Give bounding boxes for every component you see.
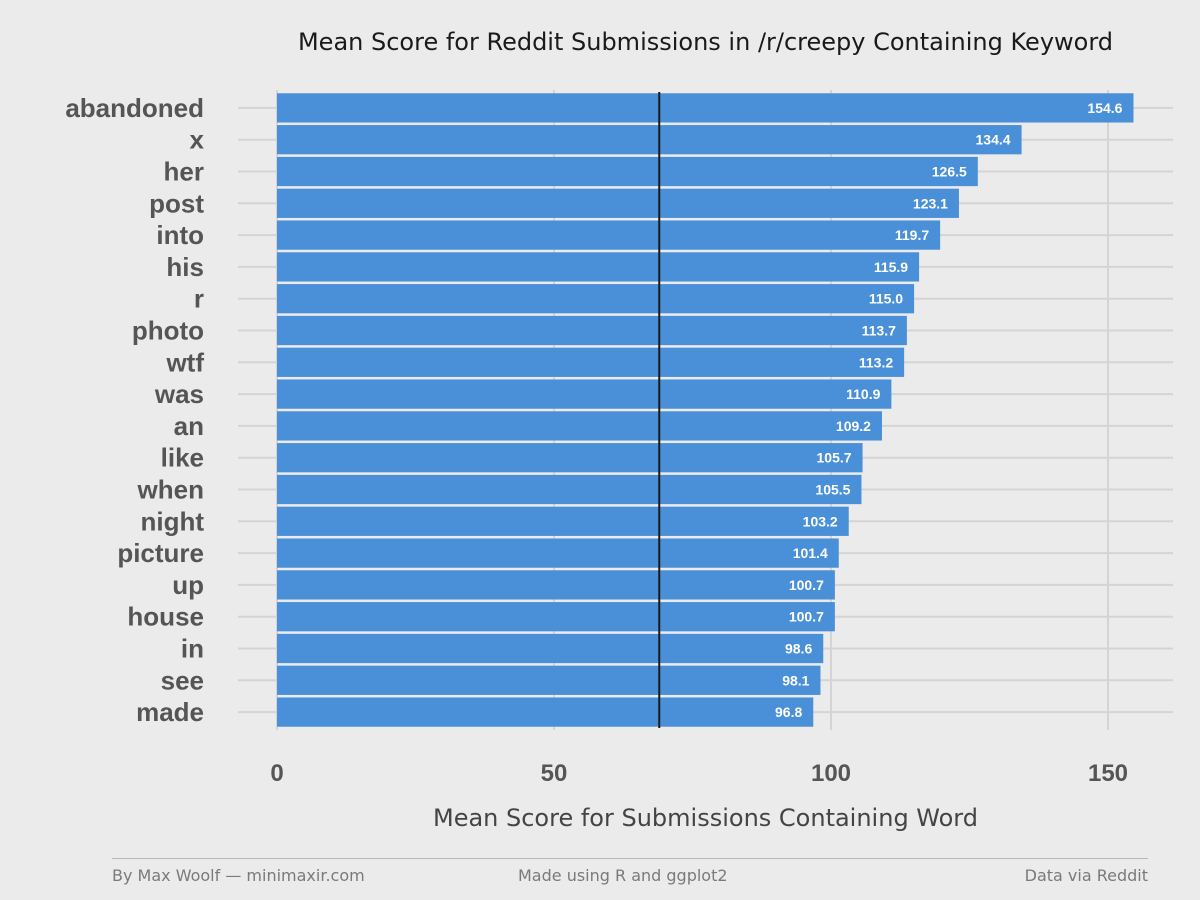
bar — [277, 220, 941, 250]
x-tick-label: 150 — [1088, 760, 1128, 787]
bar — [277, 506, 849, 536]
x-axis-title: Mean Score for Submissions Containing Wo… — [432, 804, 978, 832]
category-label: up — [172, 570, 204, 600]
category-label: made — [136, 697, 204, 727]
bar-value-label: 105.7 — [817, 450, 852, 466]
footer-tool: Made using R and ggplot2 — [518, 866, 728, 885]
bar-value-label: 98.1 — [782, 672, 809, 688]
category-label: post — [149, 188, 204, 218]
bar — [277, 156, 978, 187]
category-label: abandoned — [65, 93, 204, 123]
category-label: wtf — [165, 347, 204, 377]
category-label: his — [166, 252, 204, 282]
footer-divider — [112, 858, 1148, 859]
bar-value-label: 154.6 — [1087, 100, 1122, 116]
x-tick-label: 100 — [811, 760, 851, 787]
footer-author: By Max Woolf — minimaxir.com — [112, 866, 365, 885]
bar — [277, 665, 821, 695]
bar-value-label: 119.7 — [895, 227, 929, 243]
bar-value-label: 103.2 — [803, 513, 838, 529]
bar — [277, 602, 835, 632]
bar — [277, 284, 915, 314]
category-label: her — [164, 157, 204, 187]
bar — [277, 93, 1134, 123]
bar-value-label: 113.7 — [862, 323, 896, 339]
bar-value-label: 109.2 — [836, 418, 871, 434]
bar — [277, 188, 959, 218]
category-label: x — [190, 125, 205, 155]
chart-title: Mean Score for Reddit Submissions in /r/… — [297, 28, 1114, 56]
category-label: photo — [132, 316, 204, 346]
bar — [277, 125, 1022, 155]
bar-value-label: 113.2 — [859, 354, 893, 370]
x-tick-label: 50 — [541, 760, 568, 787]
bar — [277, 252, 920, 282]
bars — [277, 93, 1134, 727]
category-label: house — [127, 602, 204, 632]
bar-value-label: 98.6 — [785, 641, 812, 657]
bar-value-label: 110.9 — [846, 386, 880, 402]
category-label: when — [137, 475, 204, 505]
bar-value-label: 105.5 — [815, 482, 850, 498]
bar-value-label: 96.8 — [775, 704, 802, 720]
x-tick-label: 0 — [270, 760, 283, 787]
bar — [277, 315, 907, 346]
bar-value-label: 100.7 — [789, 577, 824, 593]
category-label: r — [194, 284, 204, 314]
bar — [277, 538, 839, 568]
bar — [277, 697, 814, 727]
bar-value-label: 101.4 — [793, 545, 828, 561]
footer-source: Data via Reddit — [1024, 866, 1148, 885]
bar — [277, 379, 892, 409]
bar-value-label: 123.1 — [913, 195, 948, 211]
category-label: see — [161, 665, 204, 695]
bar-value-label: 115.0 — [869, 291, 903, 307]
category-label: picture — [117, 538, 204, 568]
bar — [277, 570, 835, 600]
category-label: like — [161, 443, 204, 473]
bar-value-label: 115.9 — [874, 259, 908, 275]
category-label: in — [181, 634, 204, 664]
category-label: was — [154, 379, 204, 409]
category-label: night — [140, 506, 204, 536]
bar-value-label: 100.7 — [789, 609, 824, 625]
bar-value-label: 126.5 — [932, 164, 967, 180]
bar — [277, 474, 862, 505]
bar — [277, 347, 905, 377]
bar — [277, 633, 824, 664]
category-label: into — [156, 220, 204, 250]
labels: 154.6 abandoned 134.4 x 126.5 her 123.1 post 119… — [65, 93, 1128, 787]
bar-value-label: 134.4 — [976, 132, 1011, 148]
category-label: an — [174, 411, 204, 441]
bar — [277, 411, 882, 441]
bar — [277, 443, 863, 473]
